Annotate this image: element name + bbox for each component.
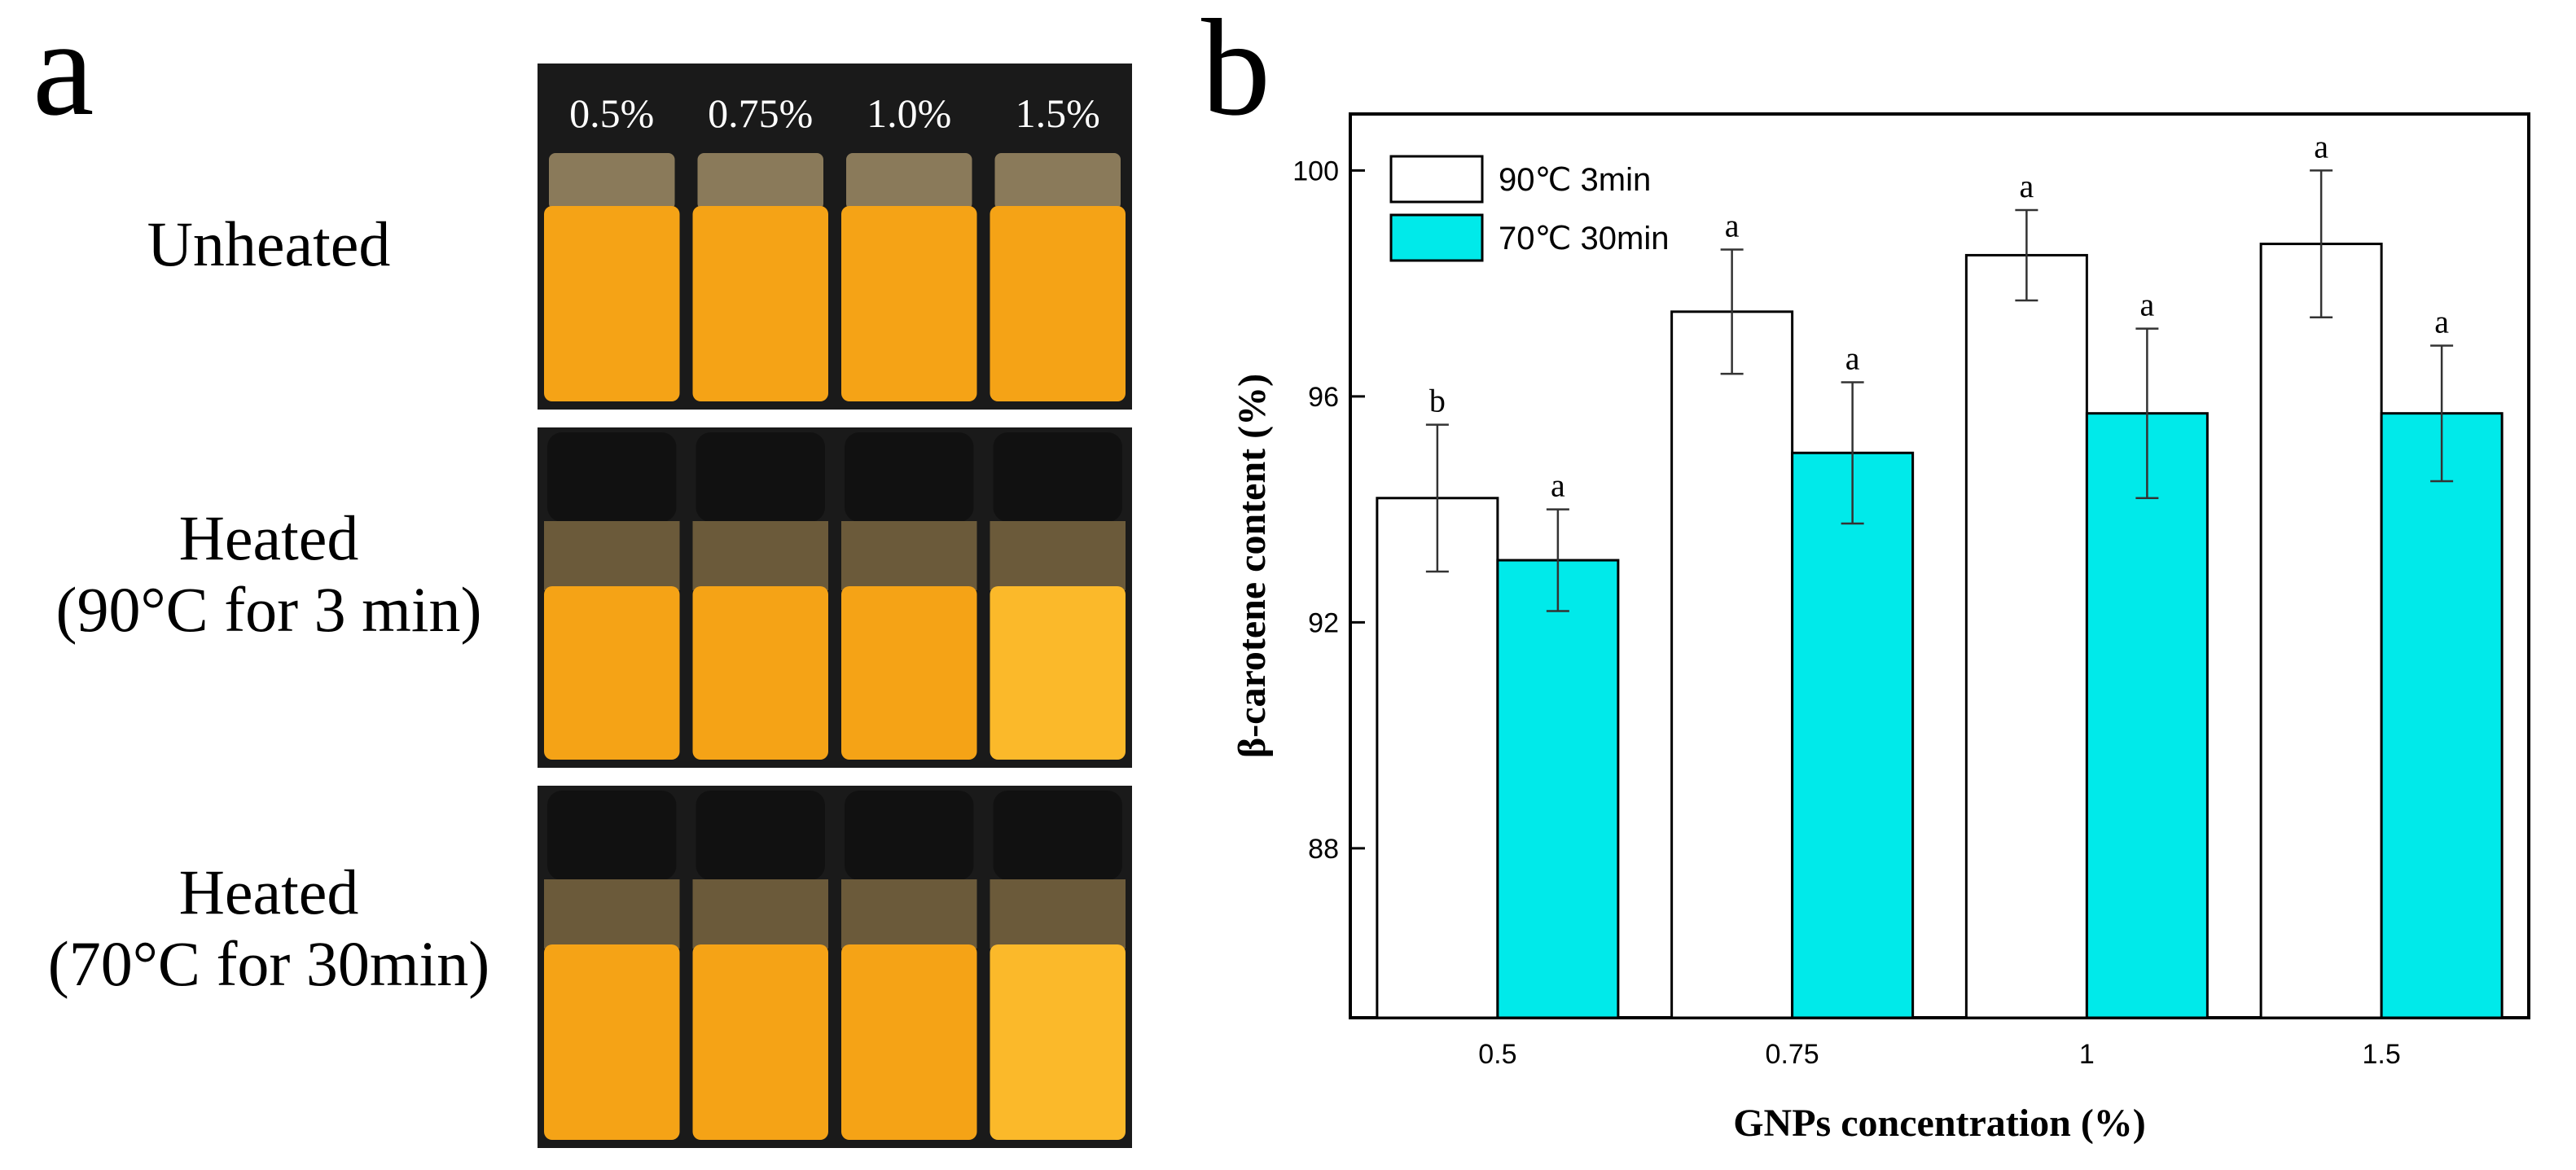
vial-liquid [990, 206, 1126, 401]
sig-label-s1-c0: a [1551, 467, 1565, 504]
vial-liquid [841, 586, 977, 760]
row-label-2-line-0: Heated [179, 857, 359, 927]
concentration-label-3: 1.5% [1016, 90, 1100, 136]
vial-2-0 [544, 791, 680, 1140]
plot-frame [1349, 112, 2530, 1019]
y-tick-label-0: 88 [1308, 834, 1339, 865]
bar-s1-c0 [1496, 559, 1620, 1019]
vial-liquid [841, 206, 977, 401]
concentration-label-2: 1.0% [867, 90, 951, 136]
vial-1-3 [990, 432, 1126, 760]
vial-neck [994, 153, 1121, 210]
x-tick-label-0: 0.5 [1478, 1039, 1516, 1070]
x-tick-label-1: 0.75 [1766, 1039, 1819, 1070]
vial-liquid [544, 206, 680, 401]
sig-label-s0-c2: a [2019, 168, 2034, 204]
sig-label-s0-c0: b [1429, 383, 1446, 419]
sig-label-s1-c2: a [2139, 287, 2154, 323]
sig-label-s0-c3: a [2314, 128, 2328, 164]
vial-cap [845, 791, 974, 880]
vial-neck [846, 153, 972, 210]
vial-liquid [544, 944, 680, 1140]
vial-liquid [692, 586, 828, 760]
y-axis-title: β-carotene content (%) [1231, 374, 1274, 758]
vial-2-2 [841, 791, 977, 1140]
x-axis-title: GNPs concentration (%) [1733, 1102, 2146, 1145]
x-tick-label-2: 1 [2079, 1039, 2095, 1070]
vial-headspace [544, 521, 680, 590]
panel-a-letter: a [33, 0, 94, 144]
vial-liquid [692, 206, 828, 401]
vial-cap [845, 432, 974, 522]
row-label-1-line-0: Heated [179, 502, 359, 573]
y-tick-label-3: 100 [1292, 156, 1339, 186]
vial-cap [993, 791, 1122, 880]
vial-1-1 [692, 432, 828, 760]
vials-photo: 0.5% 0.75% 1.0% 1.5% [538, 64, 1132, 1148]
vial-0-0: 0.5% [544, 90, 680, 401]
concentration-label-0: 0.5% [569, 90, 654, 136]
y-tick-label-2: 96 [1308, 382, 1339, 413]
vial-0-1: 0.75% [692, 90, 828, 401]
sig-label-s1-c3: a [2434, 303, 2449, 340]
bar-s1-c1 [1791, 451, 1915, 1019]
vial-headspace [841, 521, 977, 590]
vial-headspace [692, 879, 828, 949]
legend-label-0: 90℃ 3min [1499, 162, 1651, 198]
vial-1-0 [544, 432, 680, 760]
vial-liquid [990, 944, 1126, 1140]
vial-1-2 [841, 432, 977, 760]
vial-neck [697, 153, 823, 210]
vial-headspace [990, 521, 1126, 590]
vial-headspace [544, 879, 680, 949]
row-label-0-line-0: Unheated [147, 208, 391, 279]
bar-s0-c1 [1670, 310, 1794, 1019]
vial-cap [547, 432, 677, 522]
vial-2-1 [692, 791, 828, 1140]
concentration-label-1: 0.75% [708, 90, 813, 136]
x-tick-label-3: 1.5 [2362, 1039, 2400, 1070]
vial-liquid [841, 944, 977, 1140]
panel-b-letter: b [1201, 0, 1270, 144]
row-label-2-line-1: (70°C for 30min) [48, 928, 489, 999]
bar-chart: 88 92 96 100 0.5 b a 0.75 a a 1 a a 1.5 a a GNPs concent… [1231, 112, 2530, 1145]
vial-neck [549, 153, 675, 210]
vial-0-3: 1.5% [990, 90, 1126, 401]
bar-s1-c3 [2380, 412, 2504, 1019]
vial-liquid [692, 944, 828, 1140]
bar-s1-c2 [2085, 412, 2209, 1019]
vial-liquid [990, 586, 1126, 760]
sig-label-s0-c1: a [1725, 208, 1740, 244]
bar-s0-c3 [2259, 243, 2383, 1019]
bar-s0-c2 [1964, 253, 2088, 1019]
vial-headspace [692, 521, 828, 590]
legend-label-1: 70℃ 30min [1499, 221, 1669, 256]
vial-cap [993, 432, 1122, 522]
vial-0-2: 1.0% [841, 90, 977, 401]
legend-swatch-0 [1389, 155, 1484, 204]
y-tick-label-1: 92 [1308, 607, 1339, 638]
vial-cap [696, 432, 825, 522]
bar-s0-c0 [1376, 497, 1499, 1019]
legend-swatch-1 [1389, 213, 1484, 262]
vial-cap [696, 791, 825, 880]
vial-liquid [544, 586, 680, 760]
sig-label-s1-c1: a [1845, 340, 1860, 377]
vial-cap [547, 791, 677, 880]
row-label-1-line-1: (90°C for 3 min) [56, 574, 482, 645]
vial-headspace [841, 879, 977, 949]
vial-headspace [990, 879, 1126, 949]
vial-2-3 [990, 791, 1126, 1140]
